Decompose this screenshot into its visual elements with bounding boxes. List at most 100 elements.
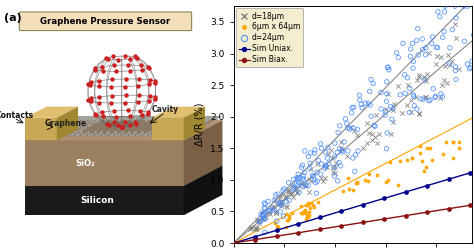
Point [410, 60, 417, 63]
Point [337, 140, 345, 144]
Point [275, 202, 283, 206]
Point [417, 144, 424, 148]
Point [331, 171, 339, 175]
Point [362, 178, 369, 182]
Point [467, 65, 474, 69]
Point [359, 146, 366, 150]
Point [441, 10, 448, 14]
Point [305, 210, 312, 214]
Point [305, 190, 313, 194]
Point [262, 215, 269, 219]
Point [302, 211, 310, 215]
Point [440, 30, 448, 33]
Point [434, 54, 441, 58]
Point [259, 213, 266, 217]
Point [331, 165, 339, 169]
Point [353, 133, 360, 137]
Point [322, 163, 329, 167]
Point [393, 51, 401, 55]
Point [427, 146, 434, 150]
Point [290, 177, 298, 181]
Text: (b): (b) [191, 0, 211, 1]
Point [396, 159, 404, 163]
FancyBboxPatch shape [19, 12, 191, 31]
Point [334, 179, 341, 183]
Point [423, 146, 430, 150]
Point [342, 117, 349, 121]
Point [348, 111, 356, 115]
Point [274, 192, 282, 196]
Point [293, 190, 301, 194]
Point [464, 4, 471, 8]
Point [426, 98, 434, 102]
Point [266, 212, 273, 216]
Point [336, 124, 344, 128]
Point [419, 37, 426, 41]
Point [288, 211, 296, 215]
Point [279, 188, 287, 192]
Point [264, 199, 272, 203]
Point [456, 146, 463, 150]
Point [432, 94, 439, 98]
Point [381, 113, 389, 117]
Point [413, 107, 421, 111]
Point [313, 179, 321, 183]
Point [413, 78, 420, 82]
Point [293, 176, 301, 180]
Point [414, 53, 422, 57]
Point [317, 176, 325, 180]
Point [313, 170, 321, 174]
Point [438, 95, 446, 99]
Point [406, 87, 414, 91]
Point [273, 211, 280, 215]
Point [413, 38, 420, 42]
Point [312, 181, 319, 185]
Polygon shape [25, 107, 78, 118]
Point [253, 218, 261, 222]
Point [354, 181, 361, 185]
Point [418, 159, 426, 163]
Point [384, 65, 392, 69]
Point [415, 75, 422, 79]
Polygon shape [25, 118, 57, 140]
Text: Cavity: Cavity [152, 105, 179, 114]
Polygon shape [184, 107, 205, 140]
Point [297, 181, 304, 185]
Point [300, 178, 308, 182]
Point [277, 199, 284, 203]
Point [383, 180, 390, 184]
Point [371, 124, 379, 128]
Point [284, 218, 292, 222]
Point [419, 48, 427, 52]
Point [280, 187, 288, 191]
Point [300, 211, 307, 215]
Point [293, 191, 301, 195]
Point [318, 162, 325, 166]
Point [429, 87, 437, 91]
Point [382, 109, 389, 113]
Point [365, 172, 373, 176]
Point [421, 95, 428, 99]
Point [290, 187, 297, 191]
Point [437, 96, 444, 100]
Point [446, 62, 453, 66]
Polygon shape [152, 118, 184, 140]
Point [276, 194, 284, 198]
Point [302, 183, 310, 187]
Point [300, 174, 307, 178]
Point [422, 79, 429, 83]
Point [260, 201, 268, 205]
Point [439, 152, 447, 156]
Point [389, 120, 397, 124]
Point [306, 206, 313, 210]
Point [297, 204, 305, 208]
Point [247, 226, 255, 230]
Point [278, 202, 286, 206]
Point [311, 148, 319, 152]
Point [449, 140, 456, 144]
Point [343, 154, 351, 158]
Point [281, 196, 288, 200]
Point [251, 227, 259, 231]
Point [408, 156, 415, 160]
Point [284, 189, 292, 193]
